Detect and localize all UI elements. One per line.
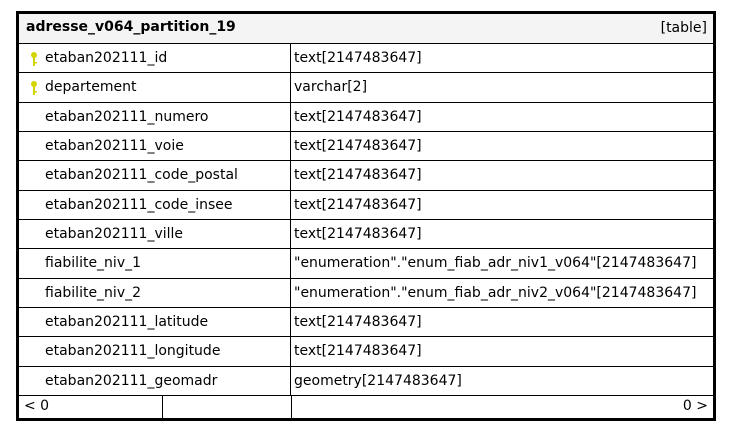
column-name-cell: etaban202111_id xyxy=(19,44,291,73)
column-name-cell: etaban202111_voie xyxy=(19,132,291,161)
column-type: text[2147483647] xyxy=(294,226,422,242)
column-type: text[2147483647] xyxy=(294,343,422,360)
primary-key-icon xyxy=(31,52,37,66)
column-row: etaban202111_code_postal text[2147483647] xyxy=(19,161,713,191)
column-type: text[2147483647] xyxy=(294,138,422,154)
column-name: fiabilite_niv_1 xyxy=(45,255,142,272)
column-type: "enumeration"."enum_fiab_adr_niv1_v064"[… xyxy=(294,255,697,272)
column-name-cell: fiabilite_niv_2 xyxy=(19,278,291,307)
column-name-cell: etaban202111_ville xyxy=(19,220,291,249)
column-type: geometry[2147483647] xyxy=(294,372,462,389)
column-name-cell: departement xyxy=(19,73,291,102)
column-row: etaban202111_geomadr geometry[2147483647] xyxy=(19,366,713,396)
column-name: fiabilite_niv_2 xyxy=(45,284,142,301)
column-name: etaban202111_numero xyxy=(45,108,209,125)
column-row: etaban202111_ville text[2147483647] xyxy=(19,220,713,250)
column-name: departement xyxy=(45,79,137,96)
column-name: etaban202111_ville xyxy=(45,226,184,242)
primary-key-icon xyxy=(31,81,37,96)
footer-spacer xyxy=(163,395,292,418)
column-type: text[2147483647] xyxy=(294,196,422,213)
column-row: etaban202111_code_insee text[2147483647] xyxy=(19,190,713,220)
column-type: text[2147483647] xyxy=(294,167,422,184)
column-row: etaban202111_longitude text[2147483647] xyxy=(19,337,713,367)
parent-count: < 0 xyxy=(19,395,163,418)
table-name: adresse_v064_partition_19 xyxy=(26,19,236,35)
column-name-cell: etaban202111_code_postal xyxy=(19,161,291,190)
column-name: etaban202111_longitude xyxy=(45,343,221,360)
column-name-cell: fiabilite_niv_1 xyxy=(19,249,291,278)
column-name: etaban202111_voie xyxy=(45,138,184,154)
table-footer: < 0 0 > xyxy=(19,395,713,418)
column-name: etaban202111_code_postal xyxy=(45,167,238,184)
column-row: departement varchar[2] xyxy=(19,73,713,103)
column-name-cell: etaban202111_numero xyxy=(19,102,291,131)
column-name-cell: etaban202111_code_insee xyxy=(19,190,291,219)
column-name: etaban202111_geomadr xyxy=(45,372,218,389)
column-name-cell: etaban202111_geomadr xyxy=(19,366,291,395)
column-type: text[2147483647] xyxy=(294,314,422,330)
column-name-cell: etaban202111_latitude xyxy=(19,308,291,337)
column-type: varchar[2] xyxy=(294,79,368,96)
child-count: 0 > xyxy=(682,398,708,414)
column-type: "enumeration"."enum_fiab_adr_niv2_v064"[… xyxy=(294,284,697,301)
table-node[interactable]: adresse_v064_partition_19 [table] etaban… xyxy=(16,11,716,421)
column-row: etaban202111_id text[2147483647] xyxy=(19,44,713,74)
column-name: etaban202111_code_insee xyxy=(45,196,233,213)
table-kind: [table] xyxy=(660,20,707,36)
column-row: etaban202111_numero text[2147483647] xyxy=(19,102,713,132)
column-row: etaban202111_voie text[2147483647] xyxy=(19,132,713,162)
column-row: etaban202111_latitude text[2147483647] xyxy=(19,308,713,338)
column-name: etaban202111_id xyxy=(45,50,168,66)
column-row: fiabilite_niv_2 "enumeration"."enum_fiab_… xyxy=(19,278,713,308)
column-name-cell: etaban202111_longitude xyxy=(19,337,291,366)
column-name: etaban202111_latitude xyxy=(45,314,209,330)
column-type: text[2147483647] xyxy=(294,50,422,66)
column-row: fiabilite_niv_1 "enumeration"."enum_fiab_… xyxy=(19,249,713,279)
column-type: text[2147483647] xyxy=(294,108,422,125)
table-header: adresse_v064_partition_19 [table] xyxy=(19,14,713,44)
